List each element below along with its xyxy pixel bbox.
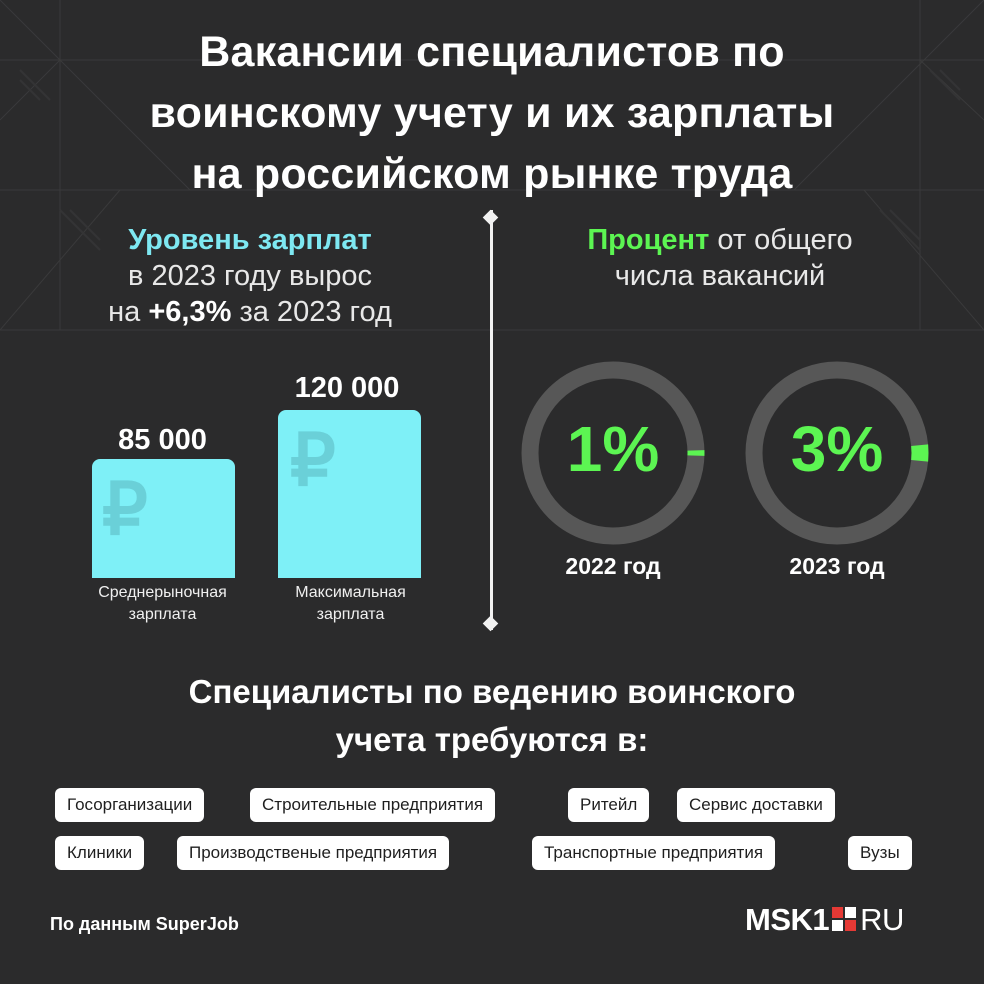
vacancies-heading: Процент от общего числа вакансий <box>540 222 900 294</box>
sectors-title: Специалисты по ведению воинского учета т… <box>0 668 984 764</box>
ring-2022 <box>521 361 705 545</box>
vacancies-heading-line2: числа вакансий <box>614 260 826 292</box>
page-title: Вакансии специалистов по воинскому учету… <box>0 22 984 205</box>
bar-average-salary: ₽ <box>92 459 235 578</box>
bar-value-max: 120 000 <box>294 372 400 404</box>
salary-heading: Уровень зарплат в 2023 году вырос на +6,… <box>80 222 420 330</box>
ring-2023 <box>745 361 929 545</box>
msk1-logo: MSK1 RU <box>745 902 904 938</box>
bar-value-average: 85 000 <box>118 424 207 456</box>
bar-max-salary: ₽ <box>278 410 421 578</box>
salary-heading-suffix: за 2023 год <box>239 296 392 328</box>
salary-heading-highlight: Уровень зарплат <box>128 224 372 256</box>
bar-label-average: Среднерыночная зарплата <box>98 584 227 623</box>
salary-heading-line2: в 2023 году вырос <box>128 260 372 292</box>
bar-label-max: Максимальная зарплата <box>295 584 406 623</box>
year-label-2022: 2022 год <box>565 553 661 579</box>
ruble-icon: ₽ <box>290 421 336 501</box>
tag-universities: Вузы <box>848 836 912 870</box>
ring-arc <box>521 361 705 545</box>
logo-squares-icon <box>832 907 857 931</box>
logo-main: MSK1 <box>745 902 830 937</box>
ring-percent-2022: 1% <box>566 413 660 485</box>
tag-gov-organizations: Госорганизации <box>55 788 205 822</box>
year-label-2023: 2023 год <box>789 553 885 579</box>
tag-clinics: Клиники <box>55 836 145 870</box>
tag-transport: Транспортные предприятия <box>532 836 776 870</box>
title-line-1: Вакансии специалистов по <box>199 28 785 76</box>
source-note: По данным SuperJob <box>50 914 239 934</box>
vertical-divider <box>490 210 493 630</box>
title-line-3: на российском рынке труда <box>191 150 793 198</box>
title-line-2: воинскому учету и их зарплаты <box>149 89 835 137</box>
tag-manufacturing: Производственые предприятия <box>177 836 450 870</box>
tag-delivery-service: Сервис доставки <box>677 788 835 822</box>
tag-retail: Ритейл <box>568 788 650 822</box>
logo-suffix: RU <box>860 902 904 937</box>
ruble-icon: ₽ <box>102 470 148 550</box>
sectors-title-line1: Специалисты по ведению воинского <box>188 673 796 710</box>
tag-construction: Строительные предприятия <box>250 788 496 822</box>
vacancies-heading-rest: от общего <box>717 224 853 256</box>
sectors-title-line2: учета требуются в: <box>335 721 649 758</box>
vacancies-heading-highlight: Процент <box>587 224 710 256</box>
salary-heading-prefix: на <box>108 296 141 328</box>
ring-percent-2023: 3% <box>790 413 884 485</box>
salary-growth-value: +6,3% <box>148 296 232 328</box>
